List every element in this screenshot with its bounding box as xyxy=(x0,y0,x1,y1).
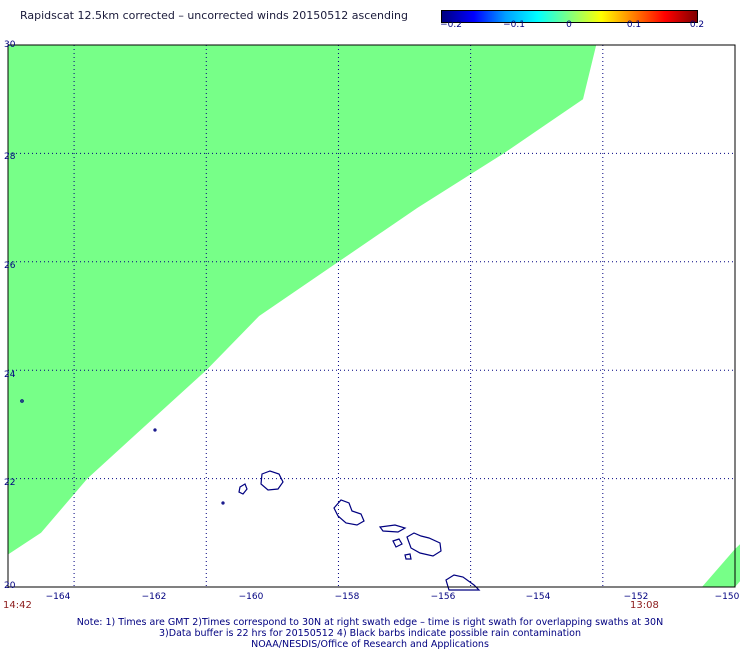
footnote-line: 3)Data buffer is 22 hrs for 20150512 4) … xyxy=(159,628,581,639)
color-scale-bar xyxy=(441,10,698,23)
latitude-label: 22 xyxy=(4,478,16,488)
longitude-label: −158 xyxy=(334,592,360,602)
necker-islet xyxy=(20,399,24,403)
niihau-island xyxy=(238,483,248,495)
latitude-label: 28 xyxy=(4,152,16,162)
longitude-label: −152 xyxy=(623,592,649,602)
latitude-label: 24 xyxy=(4,370,16,380)
kaula-islet xyxy=(221,501,225,505)
longitude-label: −162 xyxy=(141,592,167,602)
colorbar-tick-label: −0.2 xyxy=(440,20,462,30)
kauai-island xyxy=(260,470,284,491)
colorbar-tick-label: −0.1 xyxy=(503,20,525,30)
latitude-label: 26 xyxy=(4,261,16,271)
colorbar-tick-label: 0.1 xyxy=(626,20,642,30)
hawaii-island xyxy=(445,574,481,591)
left-swath xyxy=(8,45,597,555)
map-title: Rapidscat 12.5km corrected – uncorrected… xyxy=(20,9,409,22)
footnote-line: Note: 1) Times are GMT 2)Times correspon… xyxy=(76,617,664,628)
longitude-label: −154 xyxy=(525,592,551,602)
longitude-label: −160 xyxy=(238,592,264,602)
longitude-label: −156 xyxy=(430,592,456,602)
longitude-label: −150 xyxy=(714,592,740,602)
lanai-island xyxy=(392,538,403,548)
colorbar-tick-label: 0.2 xyxy=(689,20,705,30)
map-frame xyxy=(7,44,736,588)
hawaiian-islands-coastline xyxy=(20,399,481,591)
latitude-label: 30 xyxy=(4,40,16,50)
swath-layer xyxy=(8,45,740,587)
right-swath xyxy=(701,544,740,587)
longitude-label: −164 xyxy=(45,592,71,602)
colorbar-tick-label: 0 xyxy=(566,20,572,30)
nihoa-islet xyxy=(153,428,157,432)
kahoolawe-island xyxy=(404,553,412,560)
maui-island xyxy=(406,532,442,557)
right-swath-time: 13:08 xyxy=(630,600,659,611)
footnote-line: NOAA/NESDIS/Office of Research and Appli… xyxy=(251,639,489,650)
left-swath-time: 14:42 xyxy=(3,600,32,611)
latitude-label: 20 xyxy=(4,581,16,591)
molokai-island xyxy=(378,524,407,533)
oahu-island xyxy=(333,499,365,526)
